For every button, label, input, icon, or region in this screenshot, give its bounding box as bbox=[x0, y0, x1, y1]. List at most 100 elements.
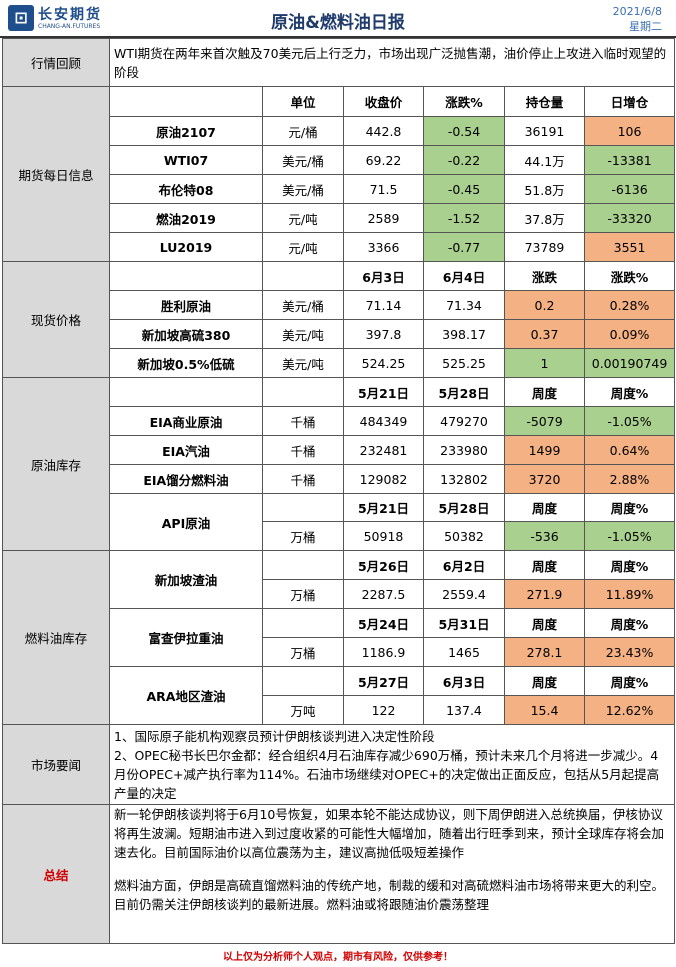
spot-name: 新加坡高硫380 bbox=[109, 319, 263, 349]
fuel-name: 富查伊拉重油 bbox=[109, 608, 263, 667]
report-header: ⊡ 长安期货 CHANG-AN.FUTURES 原油&燃料油日报 2021/6/… bbox=[0, 0, 676, 38]
futures-unit: 元/吨 bbox=[262, 232, 344, 262]
fuel-col-chg: 周度 bbox=[504, 666, 585, 696]
spot-d1: 71.14 bbox=[343, 290, 424, 320]
spot-col-pct: 涨跌% bbox=[583, 261, 676, 291]
futures-chg: -0.22 bbox=[423, 145, 505, 175]
api-col-chg: 周度 bbox=[504, 493, 585, 522]
fuel-col-d2: 6月2日 bbox=[423, 550, 505, 580]
spot-d2: 71.34 bbox=[423, 290, 505, 320]
fuel-chg: 15.4 bbox=[504, 695, 585, 725]
spot-label: 现货价格 bbox=[2, 261, 110, 378]
logo-english-name: CHANG-AN.FUTURES bbox=[38, 23, 101, 30]
api-col-d1: 5月21日 bbox=[343, 493, 424, 522]
table-row: 万桶 50918 50382 -536 -1.05% bbox=[3, 521, 676, 551]
crude-name: EIA汽油 bbox=[109, 435, 263, 465]
futures-doi: 106 bbox=[583, 116, 676, 146]
futures-name: 燃油2019 bbox=[109, 203, 263, 233]
crude-d1: 484349 bbox=[343, 406, 424, 436]
table-row: EIA商业原油 千桶 484349 479270 -5079 -1.05% bbox=[3, 406, 676, 436]
futures-unit: 美元/桶 bbox=[262, 174, 344, 204]
fuel-d1: 1186.9 bbox=[343, 637, 424, 667]
market-review-label: 行情回顾 bbox=[2, 38, 110, 87]
futures-unit: 元/吨 bbox=[262, 203, 344, 233]
crude-d1: 232481 bbox=[343, 435, 424, 465]
summary-paragraph: 新一轮伊朗核谈判将于6月10号恢复，如果本轮不能达成协议，则下周伊朗进入总统换届… bbox=[114, 807, 665, 860]
futures-doi: -13381 bbox=[583, 145, 676, 175]
api-unit: 万桶 bbox=[262, 521, 344, 551]
api-d2: 50382 bbox=[423, 521, 505, 551]
futures-unit: 元/桶 bbox=[262, 116, 344, 146]
spot-pct: 0.28% bbox=[583, 290, 676, 320]
disclaimer-footer: 以上仅为分析师个人观点，期市有风险，仅供参考！ bbox=[223, 952, 453, 963]
spot-col-d2: 6月4日 bbox=[423, 261, 505, 291]
api-col-d2: 5月28日 bbox=[423, 493, 505, 522]
news-item: 2、OPEC秘书长巴尔金都：经合组织4月石油库存减少690万桶，预计未来几个月将… bbox=[114, 747, 660, 801]
market-review-text: WTI期货在两年来首次触及70美元后上行乏力，市场出现广泛抛售潮，油价停止上攻进… bbox=[108, 38, 676, 87]
futures-doi: 3551 bbox=[583, 232, 676, 262]
crude-col-d2: 5月28日 bbox=[423, 377, 505, 407]
spot-name: 胜利原油 bbox=[109, 290, 263, 320]
summary-content: 新一轮伊朗核谈判将于6月10号恢复，如果本轮不能达成协议，则下周伊朗进入总统换届… bbox=[108, 804, 676, 944]
crude-chg: 3720 bbox=[504, 464, 585, 494]
spot-d1: 524.25 bbox=[343, 348, 424, 378]
api-d1: 50918 bbox=[343, 521, 424, 551]
crude-col-pct: 周度% bbox=[583, 377, 676, 407]
crude-inventory-label: 原油库存 bbox=[2, 377, 110, 551]
spot-d2: 398.17 bbox=[423, 319, 505, 349]
weekday-text: 星期二 bbox=[629, 20, 662, 33]
futures-col-unit: 单位 bbox=[262, 86, 344, 117]
summary-label: 总结 bbox=[2, 804, 110, 944]
fuel-name: 新加坡渣油 bbox=[109, 550, 263, 609]
fuel-pct: 11.89% bbox=[583, 579, 676, 609]
spot-name: 新加坡0.5%低硫 bbox=[109, 348, 263, 378]
futures-close: 442.8 bbox=[343, 116, 424, 146]
fuel-d2: 137.4 bbox=[423, 695, 505, 725]
futures-oi: 73789 bbox=[504, 232, 585, 262]
fuel-d2: 2559.4 bbox=[423, 579, 505, 609]
fuel-col-chg: 周度 bbox=[504, 550, 585, 580]
fuel-col-d1: 5月26日 bbox=[343, 550, 424, 580]
news-content: 1、国际原子能机构观察员预计伊朗核谈判进入决定性阶段 2、OPEC秘书长巴尔金都… bbox=[108, 724, 676, 805]
futures-oi: 51.8万 bbox=[504, 174, 585, 204]
crude-chg: 1499 bbox=[504, 435, 585, 465]
table-row: EIA汽油 千桶 232481 233980 1499 0.64% bbox=[3, 435, 676, 465]
table-row: 万吨 122 137.4 15.4 12.62% bbox=[3, 695, 676, 725]
table-row: 新加坡0.5%低硫 美元/吨 524.25 525.25 1 0.0019074… bbox=[3, 348, 676, 378]
futures-col-close: 收盘价 bbox=[343, 86, 424, 117]
spot-chg: 0.37 bbox=[504, 319, 585, 349]
table-row: 原油2107 元/桶 442.8 -0.54 36191 106 bbox=[3, 116, 676, 146]
logo-badge-icon: ⊡ bbox=[8, 5, 34, 31]
api-col-pct: 周度% bbox=[583, 493, 676, 522]
futures-name: LU2019 bbox=[109, 232, 263, 262]
table-row: 布伦特08 美元/桶 71.5 -0.45 51.8万 -6136 bbox=[3, 174, 676, 204]
date-text: 2021/6/8 bbox=[612, 5, 662, 18]
fuel-chg: 271.9 bbox=[504, 579, 585, 609]
spot-chg: 0.2 bbox=[504, 290, 585, 320]
spot-d1: 397.8 bbox=[343, 319, 424, 349]
spot-col-chg: 涨跌 bbox=[504, 261, 585, 291]
crude-name: EIA馏分燃料油 bbox=[109, 464, 263, 494]
fuel-inventory-label: 燃料油库存 bbox=[2, 550, 110, 725]
futures-doi: -6136 bbox=[583, 174, 676, 204]
crude-unit: 千桶 bbox=[262, 406, 344, 436]
fuel-pct: 12.62% bbox=[583, 695, 676, 725]
futures-chg: -1.52 bbox=[423, 203, 505, 233]
fuel-col-d1: 5月27日 bbox=[343, 666, 424, 696]
futures-oi: 44.1万 bbox=[504, 145, 585, 175]
spot-unit: 美元/吨 bbox=[262, 319, 344, 349]
futures-col-doi: 日增仓 bbox=[583, 86, 676, 117]
fuel-d1: 122 bbox=[343, 695, 424, 725]
fuel-d2: 1465 bbox=[423, 637, 505, 667]
spot-unit: 美元/吨 bbox=[262, 348, 344, 378]
api-name: API原油 bbox=[109, 493, 263, 551]
fuel-col-d1: 5月24日 bbox=[343, 608, 424, 638]
futures-close: 71.5 bbox=[343, 174, 424, 204]
fuel-col-pct: 周度% bbox=[583, 550, 676, 580]
futures-chg: -0.54 bbox=[423, 116, 505, 146]
fuel-col-pct: 周度% bbox=[583, 666, 676, 696]
futures-oi: 37.8万 bbox=[504, 203, 585, 233]
spot-chg: 1 bbox=[504, 348, 585, 378]
table-row: 万桶 2287.5 2559.4 271.9 11.89% bbox=[3, 579, 676, 609]
futures-name: 原油2107 bbox=[109, 116, 263, 146]
